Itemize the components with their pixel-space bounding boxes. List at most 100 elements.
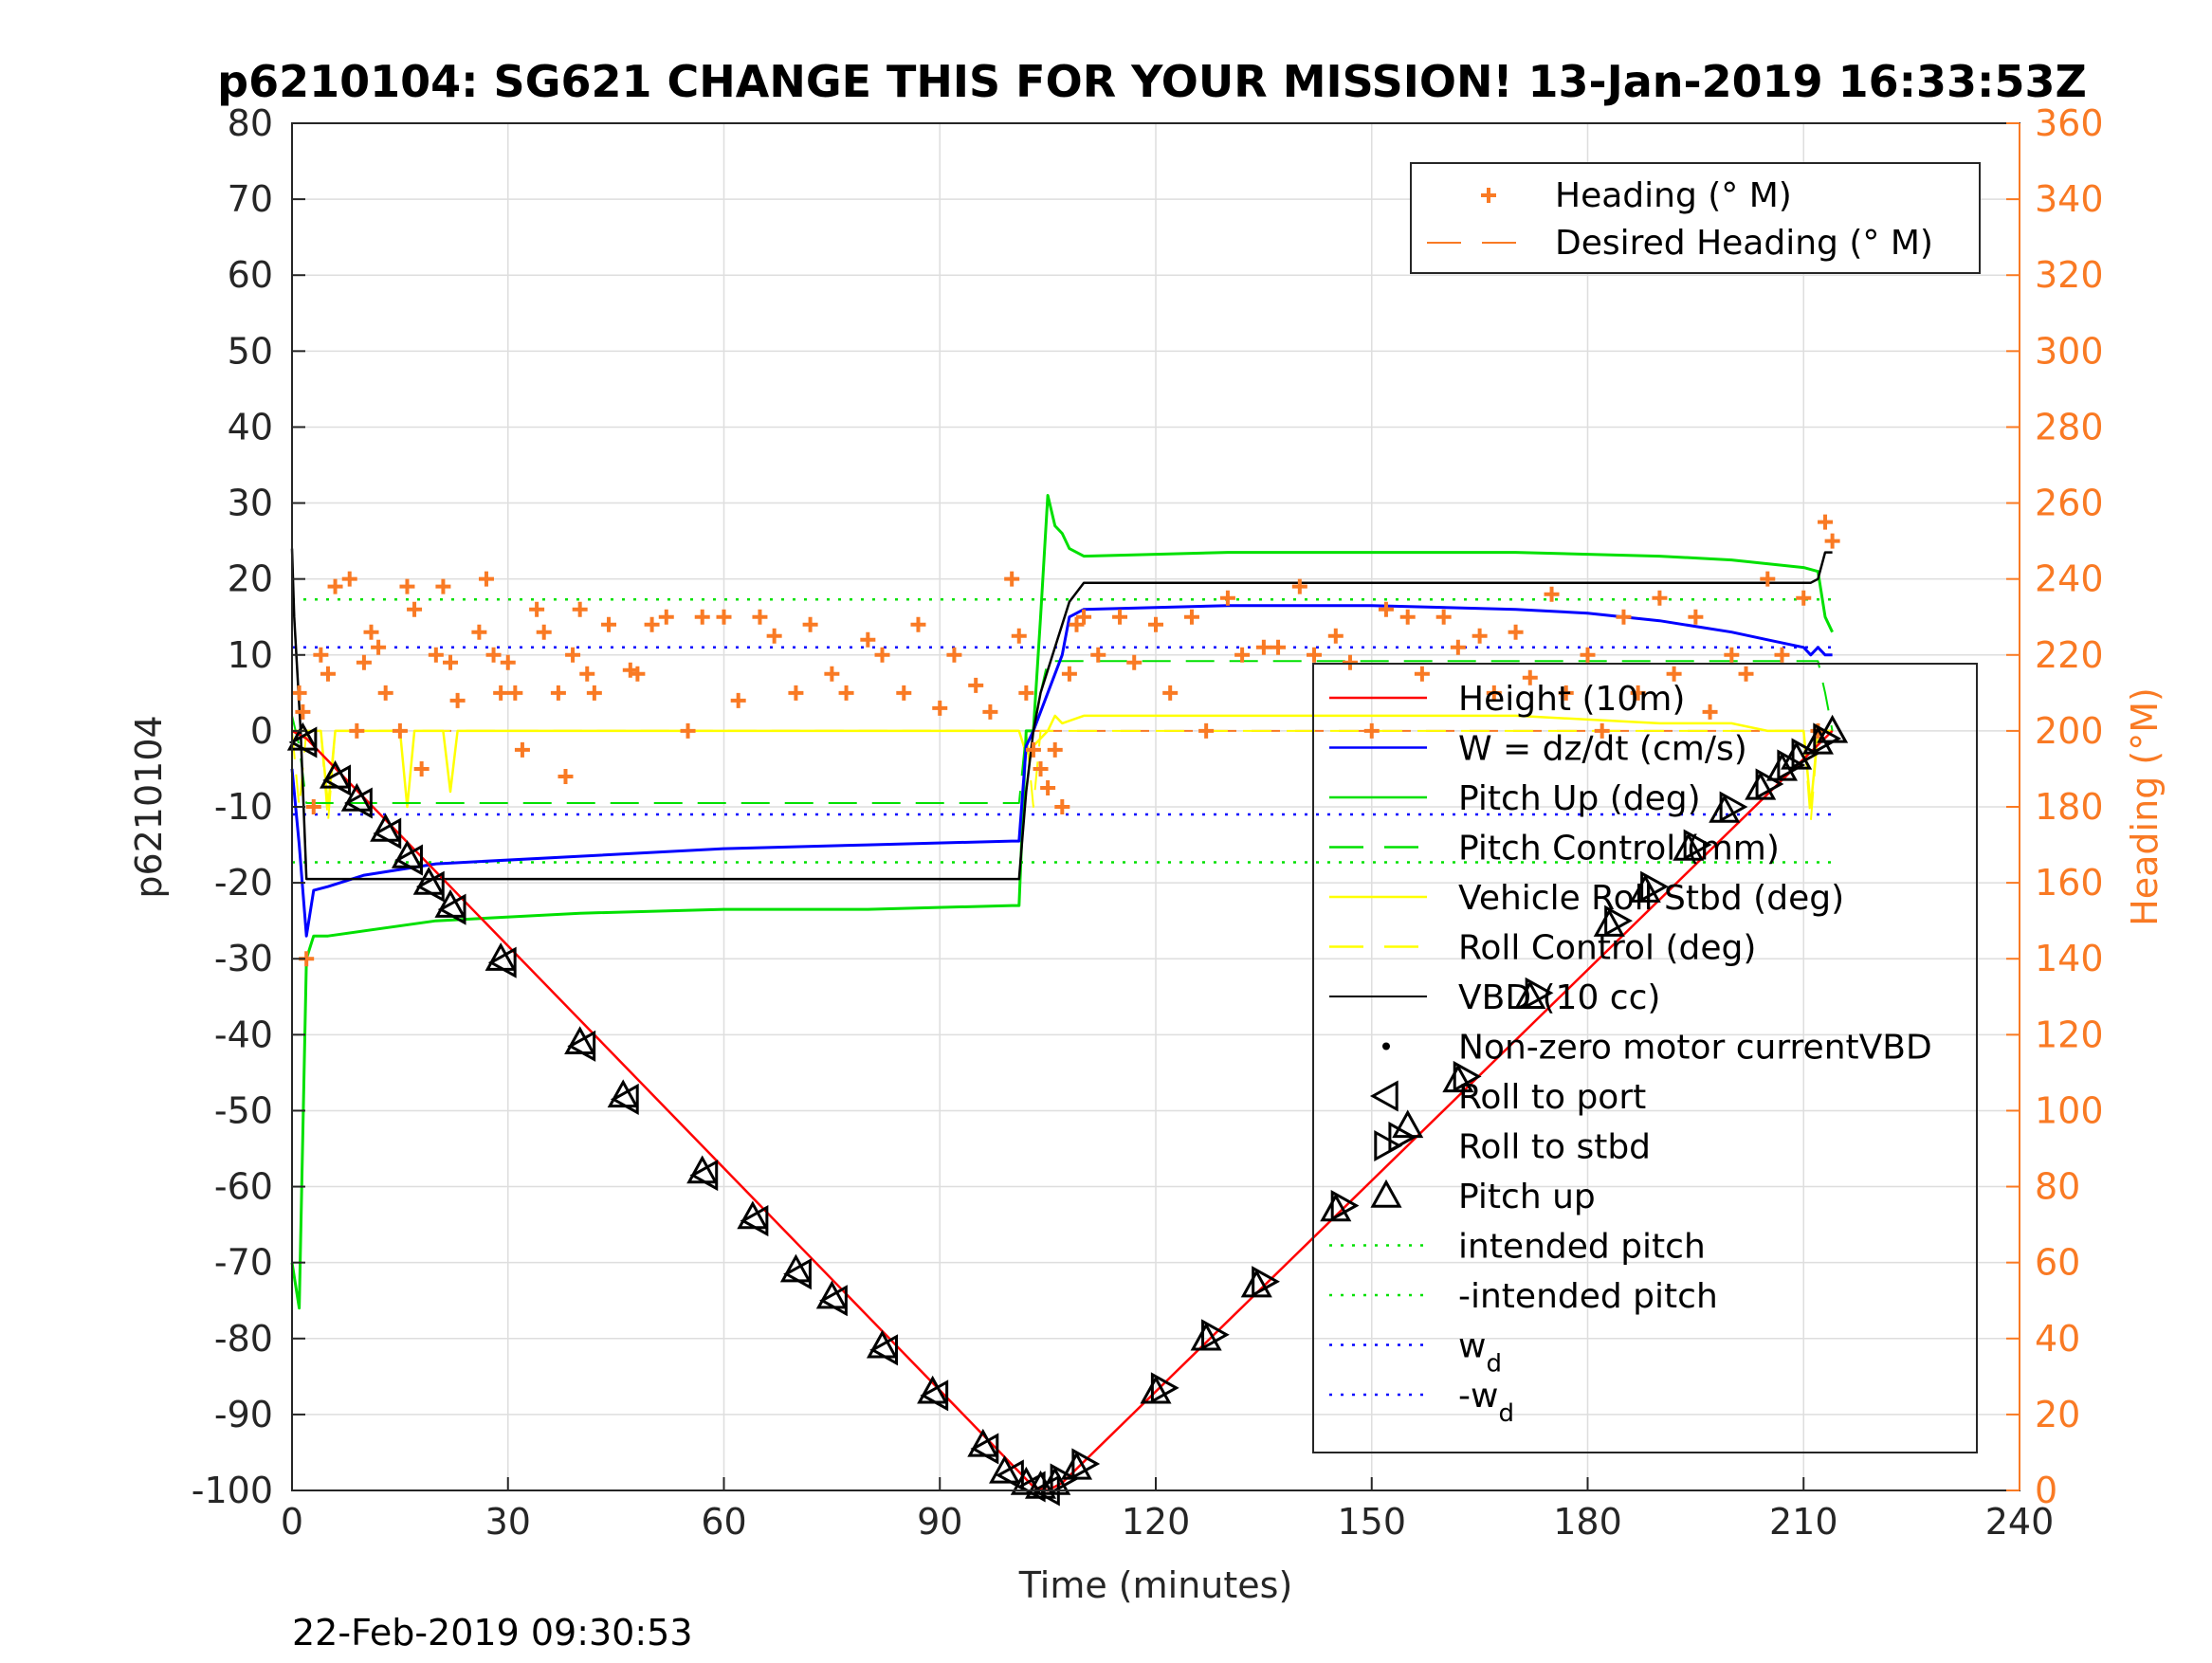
heading-point	[428, 647, 444, 663]
pitch-up-marker	[1709, 794, 1741, 823]
heading-point	[349, 722, 365, 739]
y2-tick-label: 160	[2035, 862, 2104, 904]
y-tick-label: -50	[214, 1089, 273, 1131]
pitch-up-marker	[1190, 1322, 1222, 1351]
heading-point	[586, 685, 602, 701]
heading-point	[558, 768, 574, 784]
legend-subscript: d	[1486, 1350, 1502, 1379]
legend-swatch-roll-stbd	[1374, 1129, 1403, 1162]
y2-tick-label: 60	[2035, 1242, 2080, 1284]
heading-point	[1796, 590, 1812, 606]
heading-point	[860, 631, 876, 648]
roll-to-port-marker	[344, 787, 373, 819]
legend-top: Heading (° M) Desired Heading (° M)	[1410, 162, 1981, 274]
legend-main-label: Roll to port	[1458, 1078, 1646, 1117]
y2-tick-label: 360	[2035, 102, 2104, 144]
heading-point	[1472, 628, 1488, 644]
heading-point	[320, 666, 336, 682]
pitch-up-marker	[1514, 980, 1546, 1009]
y-tick-label: -100	[192, 1470, 273, 1511]
heading-point	[716, 609, 732, 625]
heading-point	[896, 685, 912, 701]
x-axis-label: Time (minutes)	[1018, 1564, 1293, 1606]
roll-to-stbd-marker	[1201, 1319, 1230, 1351]
heading-point	[788, 685, 804, 701]
heading-point	[1435, 609, 1452, 625]
x-tick-label: 0	[281, 1501, 303, 1543]
y2-tick-label: 180	[2035, 786, 2104, 828]
legend-main-label: -intended pitch	[1458, 1277, 1718, 1316]
pitch-up-marker	[1673, 832, 1705, 861]
heading-point	[932, 700, 948, 716]
heading-point	[371, 639, 387, 655]
y2-axis-label: Heading (°M)	[2124, 687, 2166, 926]
heading-point	[1183, 609, 1199, 625]
heading-point	[1069, 616, 1085, 632]
legend-main-label: Pitch up	[1458, 1178, 1596, 1216]
legend-main-label: wd	[1458, 1327, 1502, 1379]
series-pitch-up	[290, 494, 1834, 1310]
legend-main-label: Roll to stbd	[1458, 1128, 1651, 1167]
heading-point	[1399, 609, 1416, 625]
heading-point	[1760, 571, 1776, 587]
y2-tick-label: 80	[2035, 1166, 2080, 1208]
heading-point	[1738, 666, 1754, 682]
legend-main-label: Non-zero motor currentVBD	[1458, 1029, 1932, 1068]
y-tick-label: -60	[214, 1166, 273, 1208]
heading-point	[730, 692, 746, 708]
y-tick-label: 60	[228, 254, 273, 296]
heading-point	[1363, 722, 1380, 739]
y2-tick-label: 220	[2035, 634, 2104, 676]
heading-point	[1018, 685, 1034, 701]
roll-to-port-marker	[783, 1258, 812, 1290]
y-tick-label: 20	[228, 558, 273, 600]
roll-to-stbd-marker	[1071, 1448, 1101, 1480]
x-tick-label: 90	[917, 1501, 962, 1543]
roll-to-stbd-marker	[1453, 1060, 1482, 1092]
y2-tick-label: 140	[2035, 938, 2104, 979]
series-layer	[290, 494, 1834, 1492]
heading-point	[1162, 685, 1179, 701]
heading-point	[1090, 647, 1106, 663]
pitch-up-marker	[1010, 1466, 1042, 1495]
heading-point	[1033, 760, 1049, 777]
roll-to-port-marker	[740, 1205, 769, 1237]
roll-to-stbd-marker	[1755, 768, 1784, 800]
heading-point	[658, 609, 674, 625]
heading-point	[1148, 616, 1163, 632]
y2-tick-label: 320	[2035, 254, 2104, 296]
y2-tick-label: 40	[2035, 1318, 2080, 1360]
legend-top-label: Desired Heading (° M)	[1555, 224, 1933, 263]
y-tick-label: -20	[214, 862, 273, 904]
heading-point	[1724, 647, 1740, 663]
heading-point	[1580, 647, 1596, 663]
heading-point	[1508, 624, 1524, 640]
roll-to-port-marker	[689, 1159, 719, 1192]
heading-point	[471, 624, 487, 640]
roll-to-stbd-marker	[1252, 1266, 1280, 1298]
footer-timestamp: 22-Feb-2019 09:30:53	[292, 1612, 693, 1654]
heading-point	[1522, 669, 1538, 685]
legend-main-box	[1312, 663, 1978, 1453]
heading-point	[1342, 654, 1358, 670]
legend-main-label: intended pitch	[1458, 1228, 1706, 1267]
x-tick-label: 60	[701, 1501, 746, 1543]
legend-main-label: VBD (10 cc)	[1458, 978, 1660, 1017]
y-axis-label: p6210104	[128, 715, 170, 898]
roll-to-port-marker	[373, 817, 402, 850]
pitch-up-marker	[1442, 1064, 1474, 1093]
markers-layer	[286, 514, 1849, 1507]
heading-point	[1126, 654, 1143, 670]
roll-to-port-marker	[487, 946, 517, 978]
roll-to-stbd-marker	[1525, 977, 1554, 1009]
pitch-up-marker	[1392, 1109, 1424, 1139]
legend-swatch-pitch-up	[1370, 1179, 1402, 1208]
heading-point	[1025, 741, 1041, 758]
y-tick-label: 70	[228, 178, 273, 220]
y2-tick-label: 280	[2035, 406, 2104, 448]
heading-point	[399, 578, 415, 594]
roll-to-stbd-marker	[1330, 1190, 1360, 1222]
y-tick-label: -70	[214, 1242, 273, 1284]
